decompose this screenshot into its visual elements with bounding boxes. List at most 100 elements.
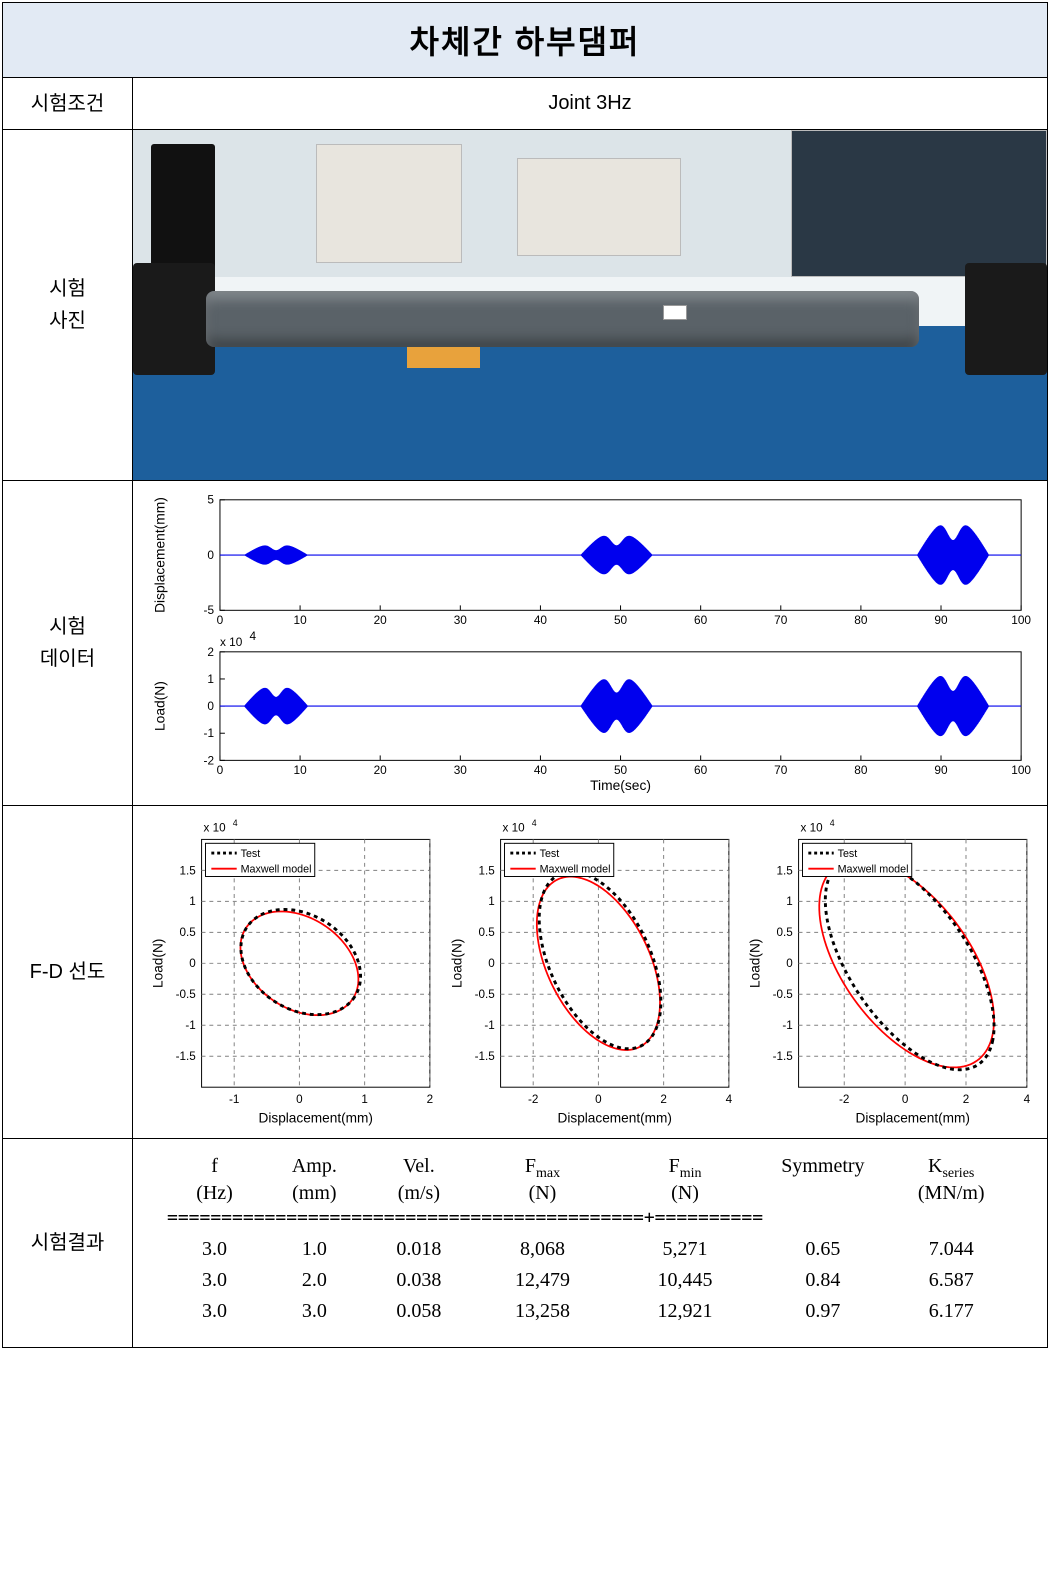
report-title: 차체간 하부댐퍼 (410, 24, 641, 60)
condition-label: 시험조건 (3, 78, 133, 129)
fd-wrap: -1 0 1 2 -1.5 -1 -0.5 0 0.5 1 1.5 x 10 4 Load(N) Displ… (139, 812, 1041, 1132)
svg-text:30: 30 (454, 763, 468, 777)
results-cell-value: 13,258 (471, 1296, 614, 1327)
results-col-header: Kseries (889, 1155, 1013, 1182)
svg-text:2: 2 (963, 1093, 970, 1106)
data-cell: 0102030405060708090100-505Displacement(m… (133, 481, 1047, 805)
results-units: (Hz)(mm)(m/s)(N)(N)(MN/m) (167, 1182, 1013, 1205)
svg-text:x 10: x 10 (801, 822, 824, 835)
svg-text:40: 40 (534, 763, 548, 777)
svg-text:1: 1 (207, 672, 214, 686)
svg-text:0: 0 (207, 699, 214, 713)
svg-text:-1: -1 (185, 1019, 195, 1032)
svg-text:40: 40 (534, 613, 548, 627)
timeseries-wrap: 0102030405060708090100-505Displacement(m… (139, 487, 1041, 799)
fd-chart-3: -2024-1.5-1-0.500.511.5x 104Load(N)Displ… (742, 816, 1035, 1128)
svg-text:60: 60 (694, 613, 708, 627)
results-data-row: 3.01.00.0188,0685,2710.657.044 (167, 1234, 1013, 1265)
svg-text:-0.5: -0.5 (773, 988, 794, 1001)
results-rule: ========================================… (167, 1207, 1013, 1228)
svg-text:20: 20 (374, 763, 388, 777)
svg-text:-1.5: -1.5 (773, 1050, 794, 1063)
svg-text:1: 1 (189, 895, 196, 908)
load-chart: 0102030405060708090100-2-1012Load(N)x 10… (143, 629, 1031, 797)
results-cell-value: 0.97 (756, 1296, 889, 1327)
svg-text:-0.5: -0.5 (474, 988, 495, 1001)
svg-text:Load(N): Load(N) (449, 939, 464, 988)
results-cell-value: 2.0 (262, 1265, 367, 1296)
results-col-unit: (m/s) (367, 1182, 472, 1205)
svg-text:4: 4 (1024, 1093, 1031, 1106)
photo-cell (133, 130, 1047, 480)
results-cell-value: 3.0 (167, 1234, 262, 1265)
svg-text:10: 10 (293, 763, 307, 777)
results-col-header: Fmin (614, 1155, 757, 1182)
results-cell-value: 0.84 (756, 1265, 889, 1296)
svg-text:1: 1 (488, 895, 495, 908)
results-header: fAmp.Vel.FmaxFminSymmetryKseries (167, 1155, 1013, 1182)
svg-text:4: 4 (233, 818, 238, 828)
svg-text:0: 0 (217, 613, 224, 627)
results-data-row: 3.03.00.05813,25812,9210.976.177 (167, 1296, 1013, 1327)
svg-text:Load(N): Load(N) (748, 939, 763, 988)
svg-text:Test: Test (539, 848, 559, 860)
results-cell-value: 0.018 (367, 1234, 472, 1265)
results-col-unit: (mm) (262, 1182, 367, 1205)
svg-text:Time(sec): Time(sec) (590, 777, 651, 793)
svg-text:4: 4 (531, 818, 536, 828)
test-photo (133, 130, 1047, 480)
svg-text:20: 20 (374, 613, 388, 627)
results-table: fAmp.Vel.FmaxFminSymmetryKseries (Hz)(mm… (139, 1145, 1041, 1341)
svg-text:2: 2 (660, 1093, 667, 1106)
svg-text:-1.5: -1.5 (176, 1050, 197, 1063)
svg-text:-2: -2 (839, 1093, 849, 1106)
svg-text:Displacement(mm): Displacement(mm) (856, 1110, 970, 1125)
results-cell-value: 3.0 (167, 1296, 262, 1327)
svg-text:0: 0 (296, 1093, 303, 1106)
svg-text:-2: -2 (204, 753, 215, 767)
svg-text:90: 90 (934, 763, 948, 777)
svg-text:x 10: x 10 (220, 635, 243, 649)
condition-value: Joint 3Hz (133, 78, 1047, 129)
results-col-unit: (MN/m) (889, 1182, 1013, 1205)
svg-text:100: 100 (1011, 613, 1031, 627)
svg-text:0.5: 0.5 (478, 926, 495, 939)
results-cell-value: 7.044 (889, 1234, 1013, 1265)
results-col-header: Fmax (471, 1155, 614, 1182)
results-cell-value: 0.038 (367, 1265, 472, 1296)
condition-row: 시험조건 Joint 3Hz (3, 78, 1047, 130)
svg-text:Maxwell model: Maxwell model (539, 864, 610, 876)
fd-row: F-D 선도 -1012-1.5-1-0.500.511.5x 104Load(… (3, 806, 1047, 1139)
svg-text:10: 10 (293, 613, 307, 627)
svg-text:Test: Test (838, 848, 858, 860)
results-label: 시험결과 (3, 1139, 133, 1347)
svg-text:Maxwell model: Maxwell model (838, 864, 909, 876)
data-label: 시험 데이터 (3, 481, 133, 805)
svg-text:2: 2 (427, 1093, 434, 1106)
svg-text:2: 2 (207, 645, 214, 659)
svg-text:-1: -1 (229, 1093, 239, 1106)
svg-text:-2: -2 (528, 1093, 538, 1106)
results-cell-value: 3.0 (262, 1296, 367, 1327)
svg-text:1: 1 (361, 1093, 368, 1106)
svg-text:1.5: 1.5 (478, 864, 495, 877)
svg-text:4: 4 (725, 1093, 732, 1106)
results-col-header: f (167, 1155, 262, 1182)
svg-text:50: 50 (614, 763, 628, 777)
svg-text:80: 80 (854, 763, 868, 777)
svg-text:1.5: 1.5 (777, 864, 794, 877)
results-rows: 3.01.00.0188,0685,2710.657.0443.02.00.03… (167, 1234, 1013, 1327)
results-cell-value: 6.177 (889, 1296, 1013, 1327)
results-cell-value: 3.0 (167, 1265, 262, 1296)
fd-cell: -1 0 1 2 -1.5 -1 -0.5 0 0.5 1 1.5 x 10 4 Load(N) Displ… (133, 806, 1047, 1138)
svg-text:4: 4 (250, 629, 257, 643)
svg-text:0: 0 (189, 957, 196, 970)
data-row: 시험 데이터 0102030405060708090100-505Displac… (3, 481, 1047, 806)
svg-text:0: 0 (595, 1093, 602, 1106)
results-cell-value: 0.65 (756, 1234, 889, 1265)
title-row: 차체간 하부댐퍼 (3, 3, 1047, 78)
svg-text:Load(N): Load(N) (151, 939, 166, 988)
results-col-header: Vel. (367, 1155, 472, 1182)
svg-text:-0.5: -0.5 (176, 988, 197, 1001)
svg-text:-1: -1 (204, 726, 215, 740)
